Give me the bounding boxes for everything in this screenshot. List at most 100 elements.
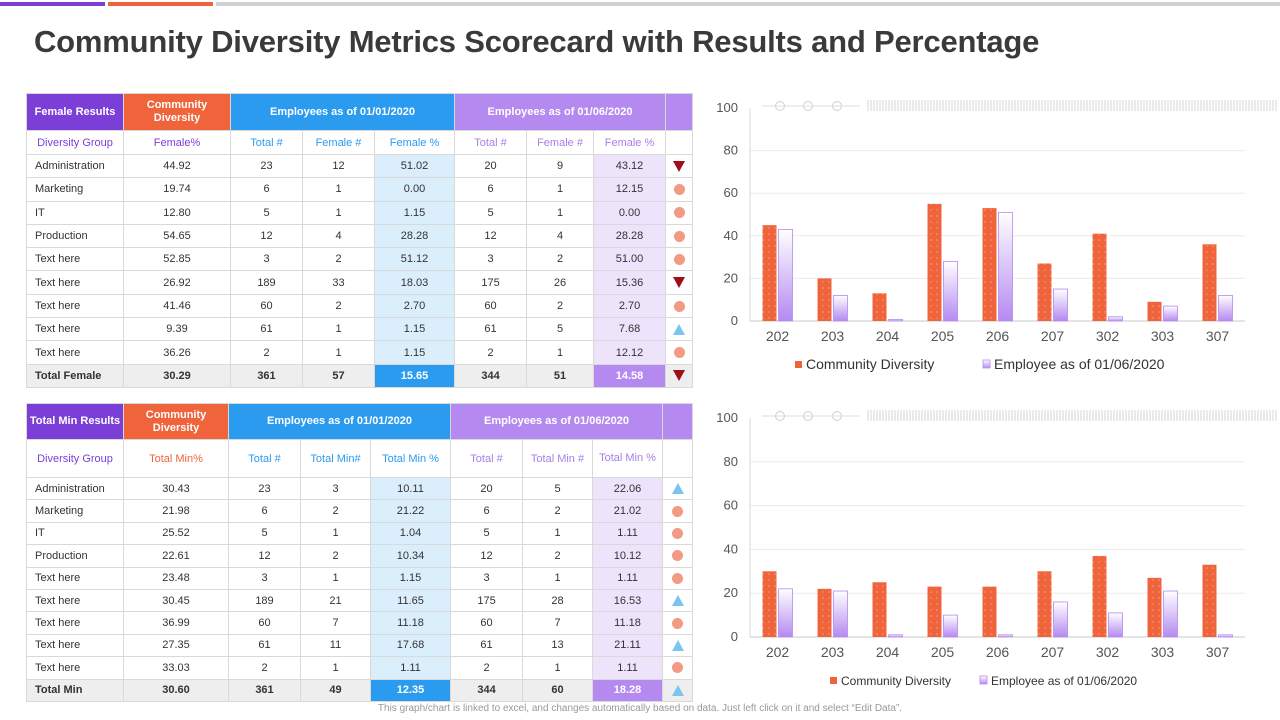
cell-total2: 12 xyxy=(450,544,524,568)
cell-pct1: 2.70 xyxy=(373,293,456,319)
cell-count2: 2 xyxy=(526,293,595,319)
legend-label-community-diversity: Community Diversity xyxy=(806,356,934,372)
x-tick-label: 303 xyxy=(1151,644,1175,660)
cell-pct: 9.39 xyxy=(123,317,231,342)
x-tick-label: 207 xyxy=(1041,328,1065,344)
trend-down-icon xyxy=(673,160,686,172)
x-tick-label: 303 xyxy=(1151,328,1175,344)
x-tick-label: 202 xyxy=(766,644,790,660)
status-dot-icon xyxy=(672,528,684,540)
x-tick-label: 202 xyxy=(766,328,790,344)
cell-total1: 361 xyxy=(228,678,301,702)
bar-community-diversity-302 xyxy=(1092,233,1107,321)
cell-group: Text here xyxy=(26,317,124,342)
status-dot-icon xyxy=(673,300,685,312)
cell-pct: 27.35 xyxy=(123,633,229,658)
status-dot-icon xyxy=(673,207,685,219)
table-row: Marketing 21.98 6 2 21.22 6 2 21.02 xyxy=(26,499,694,523)
cell-total2: 20 xyxy=(454,153,528,179)
cell-total1: 61 xyxy=(230,317,303,342)
subheader-pct1: Total Min % xyxy=(369,439,452,478)
subheader-total2: Total # xyxy=(454,130,528,155)
table-row: Production 22.61 12 2 10.34 12 2 10.12 xyxy=(26,544,694,568)
cell-group: Text here xyxy=(26,566,124,590)
cell-group: IT xyxy=(26,521,124,546)
x-tick-label: 205 xyxy=(931,328,955,344)
cell-pct: 36.26 xyxy=(123,340,231,365)
cell-count1: 57 xyxy=(302,363,375,388)
cell-pct: 36.99 xyxy=(123,611,229,635)
cell-pct2: 0.00 xyxy=(593,200,667,225)
subheader-pct2: Female % xyxy=(593,130,667,155)
cell-group: Text here xyxy=(26,633,124,658)
table-row: Marketing 19.74 6 1 0.00 6 1 12.15 xyxy=(26,177,694,202)
subheader-group: Diversity Group xyxy=(26,439,124,478)
cell-total1: 6 xyxy=(228,499,301,523)
bar-community-diversity-203 xyxy=(817,278,832,321)
cell-count1: 49 xyxy=(300,678,371,702)
bar-community-diversity-303 xyxy=(1147,577,1162,637)
bar-employee-302 xyxy=(1108,316,1123,322)
cell-pct1: 12.35 xyxy=(369,678,452,702)
cell-pct2: 11.18 xyxy=(592,611,664,635)
cell-total2: 175 xyxy=(450,588,524,613)
cell-pct2: 1.11 xyxy=(592,566,664,590)
cell-pct1: 1.15 xyxy=(373,200,456,225)
cell-indicator xyxy=(665,177,694,202)
cell-pct2: 12.12 xyxy=(593,340,667,365)
cell-total2: 61 xyxy=(454,317,528,342)
bar-employee-207 xyxy=(1053,601,1068,638)
cell-pct: 52.85 xyxy=(123,247,231,272)
cell-total1: 361 xyxy=(230,363,303,388)
bar-employee-203 xyxy=(833,590,848,638)
trend-down-icon xyxy=(673,277,686,289)
legend-label-employee: Employee as of 01/06/2020 xyxy=(991,674,1137,688)
cell-group: IT xyxy=(26,200,124,225)
x-tick-label: 302 xyxy=(1096,328,1120,344)
subheader-pct: Total Min% xyxy=(123,439,229,478)
y-tick-label: 40 xyxy=(724,228,738,243)
bar-employee-202 xyxy=(778,229,793,322)
x-tick-label: 207 xyxy=(1041,644,1065,660)
cell-total1: 3 xyxy=(228,566,301,590)
x-tick-label: 302 xyxy=(1096,644,1120,660)
x-tick-label: 203 xyxy=(821,644,845,660)
cell-count2: 51 xyxy=(526,363,595,388)
cell-count2: 13 xyxy=(522,633,594,658)
trend-up-icon xyxy=(671,595,684,607)
table-row: Text here 36.26 2 1 1.15 2 1 12.12 xyxy=(26,340,694,365)
cell-pct1: 10.11 xyxy=(369,476,452,501)
cell-total2: 60 xyxy=(454,293,528,319)
legend-label-employee: Employee as of 01/06/2020 xyxy=(994,356,1165,372)
cell-count1: 4 xyxy=(302,223,375,249)
cell-pct: 54.65 xyxy=(123,223,231,249)
cell-pct2: 21.11 xyxy=(592,633,664,658)
total-min-results-table: Total Min Results Community Diversity Em… xyxy=(26,403,694,702)
table-row: Administration 30.43 23 3 10.11 20 5 22.06 xyxy=(26,476,694,501)
cell-group: Text here xyxy=(26,588,124,613)
x-tick-label: 204 xyxy=(876,328,900,344)
header-employees-jan: Employees as of 01/01/2020 xyxy=(229,93,456,131)
cell-pct2: 2.70 xyxy=(593,293,667,319)
cell-count2: 1 xyxy=(526,177,595,202)
table-row: Text here 9.39 61 1 1.15 61 5 7.68 xyxy=(26,317,694,342)
cell-count1: 7 xyxy=(300,611,371,635)
cell-count2: 2 xyxy=(526,247,595,272)
bar-community-diversity-207 xyxy=(1037,571,1052,637)
accent-bar-gray xyxy=(216,2,1280,6)
cell-total2: 6 xyxy=(454,177,528,202)
y-tick-label: 20 xyxy=(724,270,738,285)
cell-total1: 3 xyxy=(230,247,303,272)
cell-pct: 23.48 xyxy=(123,566,229,590)
table-total-row: Total Min 30.60 361 49 12.35 344 60 18.28 xyxy=(26,678,694,702)
table-row: Text here 30.45 189 21 11.65 175 28 16.53 xyxy=(26,588,694,613)
cell-pct2: 10.12 xyxy=(592,544,664,568)
bar-employee-302 xyxy=(1108,612,1123,638)
cell-pct2: 18.28 xyxy=(592,678,664,702)
cell-indicator xyxy=(662,521,694,546)
table-row: IT 25.52 5 1 1.04 5 1 1.11 xyxy=(26,521,694,546)
legend-label-community-diversity: Community Diversity xyxy=(841,674,951,688)
cell-pct1: 17.68 xyxy=(369,633,452,658)
cell-total2: 3 xyxy=(454,247,528,272)
cell-total2: 5 xyxy=(450,521,524,546)
